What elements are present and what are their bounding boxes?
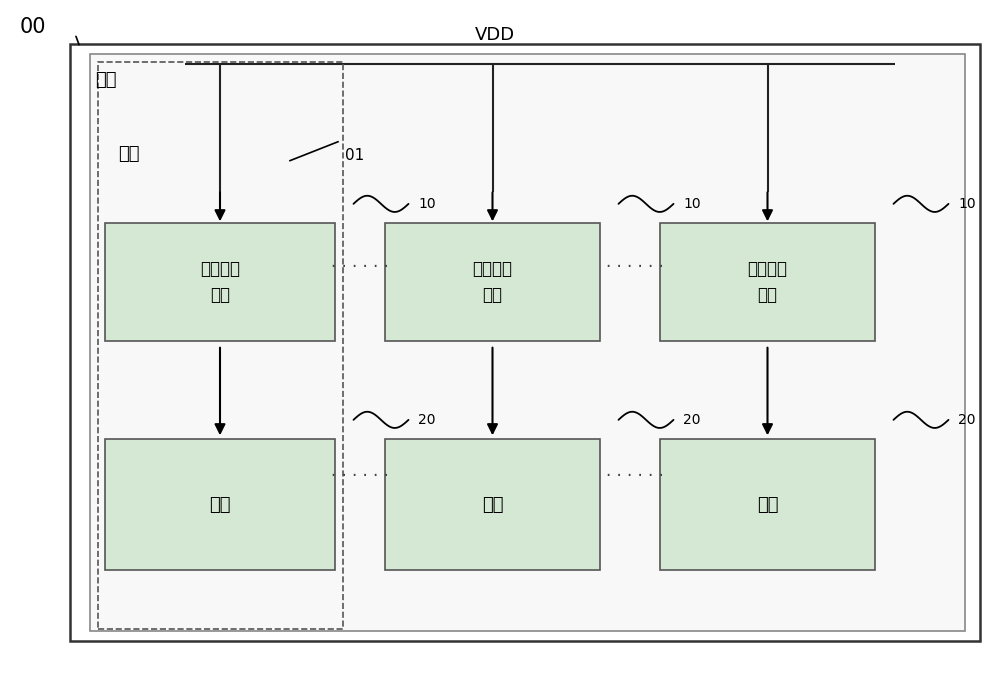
Text: 负载: 负载: [757, 495, 778, 514]
Bar: [660, 439, 875, 570]
Text: 负载: 负载: [209, 495, 231, 514]
Text: 20: 20: [683, 413, 700, 427]
Text: · · · · · ·: · · · · · ·: [331, 467, 389, 485]
Text: 衬底: 衬底: [118, 145, 140, 163]
Text: · · · · · ·: · · · · · ·: [606, 467, 664, 485]
Text: 20: 20: [958, 413, 976, 427]
Bar: [385, 223, 600, 341]
Text: 10: 10: [683, 197, 701, 211]
Text: 01: 01: [345, 148, 364, 163]
Text: 电压产生
装置: 电压产生 装置: [748, 260, 788, 304]
Bar: [385, 439, 600, 570]
Text: VDD: VDD: [475, 26, 515, 44]
Bar: [70, 44, 980, 641]
Text: 00: 00: [20, 17, 46, 37]
Bar: [105, 439, 335, 570]
Text: 10: 10: [418, 197, 436, 211]
Text: · · · · · ·: · · · · · ·: [331, 258, 389, 275]
Text: 负载: 负载: [482, 495, 503, 514]
Bar: [105, 223, 335, 341]
Bar: [98, 62, 343, 629]
Text: 电压产生
装置: 电压产生 装置: [200, 260, 240, 304]
Bar: [660, 223, 875, 341]
Text: 封装: 封装: [95, 71, 116, 89]
Bar: [90, 54, 965, 631]
Text: · · · · · ·: · · · · · ·: [606, 258, 664, 275]
Text: 电压产生
装置: 电压产生 装置: [473, 260, 512, 304]
Text: 10: 10: [958, 197, 976, 211]
Text: 20: 20: [418, 413, 436, 427]
